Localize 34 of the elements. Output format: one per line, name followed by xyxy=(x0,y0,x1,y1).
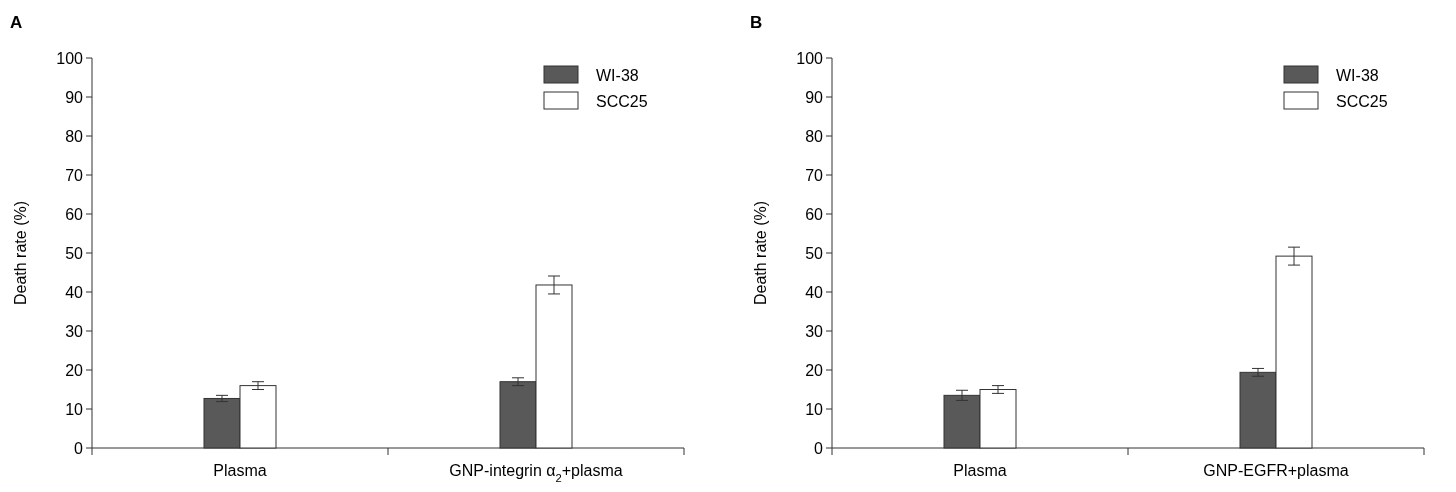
legend-label: SCC25 xyxy=(596,92,648,110)
y-tick-label: 20 xyxy=(65,361,84,379)
legend-label: WI-38 xyxy=(1336,66,1379,84)
x-tick-label: Plasma xyxy=(213,462,267,479)
y-axis-title: Death rate (%) xyxy=(12,200,29,306)
y-tick-label: 10 xyxy=(805,400,824,418)
y-tick-label: 40 xyxy=(805,283,824,301)
y-tick-label: 90 xyxy=(805,88,824,106)
y-tick-label: 60 xyxy=(65,205,84,223)
y-tick-label: 50 xyxy=(65,244,84,262)
legend-label: SCC25 xyxy=(1336,92,1388,110)
y-axis-title: Death rate (%) xyxy=(752,200,769,306)
y-tick-label: 100 xyxy=(796,49,824,67)
y-tick-label: 10 xyxy=(65,400,84,418)
x-tick-label: GNP-integrin α$_{2}$+plasma xyxy=(449,462,623,484)
legend-label: WI-38 xyxy=(596,66,639,84)
chart-title: B xyxy=(750,13,763,32)
y-tick-label: 30 xyxy=(805,322,824,340)
y-tick-label: 40 xyxy=(65,283,84,301)
y-tick-label: 70 xyxy=(65,166,84,184)
y-tick-label: 0 xyxy=(814,439,824,457)
y-tick-label: 60 xyxy=(805,205,824,223)
y-tick-label: 100 xyxy=(56,49,84,67)
y-tick-label: 50 xyxy=(805,244,824,262)
x-tick-label: Plasma xyxy=(953,462,1007,479)
y-tick-label: 30 xyxy=(65,322,84,340)
y-tick-label: 0 xyxy=(74,439,84,457)
y-tick-label: 20 xyxy=(805,361,824,379)
y-tick-label: 70 xyxy=(805,166,824,184)
x-tick-label: GNP-EGFR+plasma xyxy=(1203,462,1349,479)
y-tick-label: 90 xyxy=(65,88,84,106)
y-tick-label: 80 xyxy=(805,127,824,145)
chart-title: A xyxy=(10,13,23,32)
y-tick-label: 80 xyxy=(65,127,84,145)
